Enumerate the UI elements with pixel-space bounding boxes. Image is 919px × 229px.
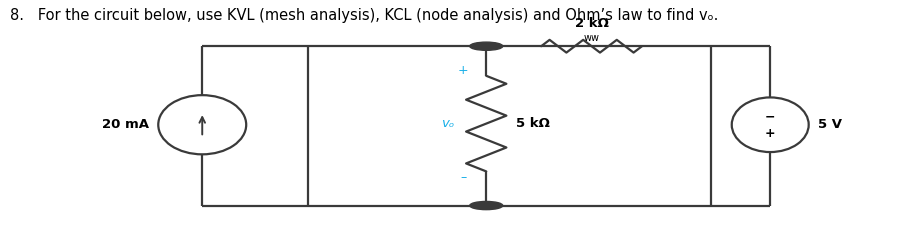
Text: 2 kΩ: 2 kΩ (574, 17, 607, 30)
Circle shape (470, 202, 502, 210)
Text: ww: ww (583, 33, 599, 43)
Text: –: – (460, 171, 466, 184)
Text: −: − (764, 110, 775, 123)
Text: 20 mA: 20 mA (102, 118, 149, 131)
Text: +: + (764, 127, 775, 140)
Text: 5 kΩ: 5 kΩ (515, 117, 549, 130)
Text: +: + (458, 64, 468, 77)
Text: 8.   For the circuit below, use KVL (mesh analysis), KCL (node analysis) and Ohm: 8. For the circuit below, use KVL (mesh … (10, 8, 718, 22)
Circle shape (470, 42, 502, 50)
Text: 5 V: 5 V (817, 118, 841, 131)
Text: vₒ: vₒ (440, 117, 454, 130)
